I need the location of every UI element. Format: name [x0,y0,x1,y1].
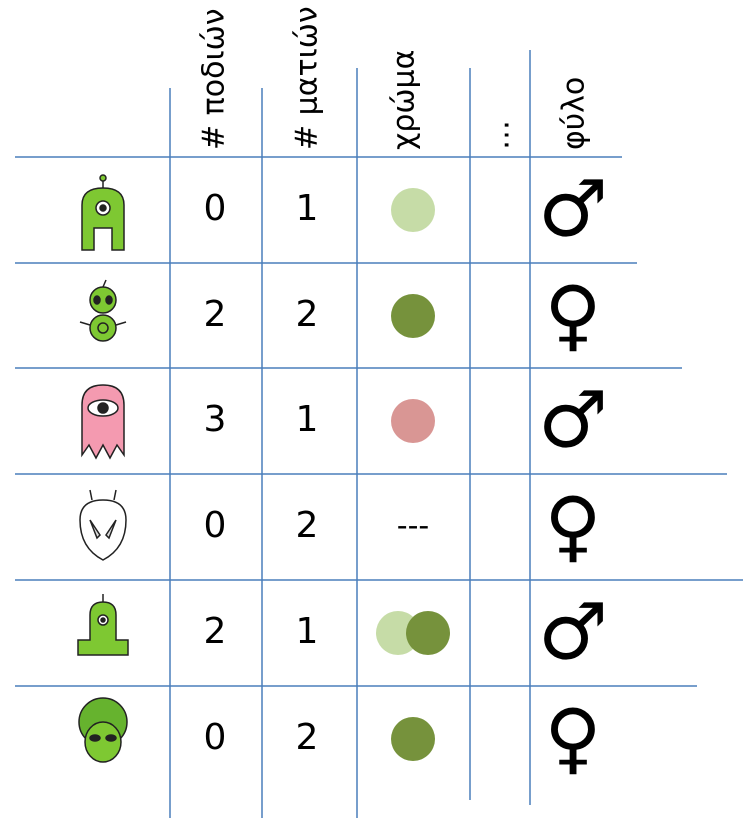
eyes-cell: 2 [296,294,319,335]
column-header: χρώμα [387,50,422,150]
alien-icon [77,594,129,656]
column-header: φύλο [557,77,592,150]
color-swatch [391,399,435,443]
color-swatch [391,717,435,761]
alien-icon [79,279,127,342]
column-header: # ποδιών [197,9,232,150]
legs-cell: 0 [204,717,227,758]
eyes-cell: 1 [296,611,319,652]
column-header: … [482,120,517,150]
alien-icon [79,489,127,561]
eyes-cell: 1 [296,188,319,229]
eyes-cell: 1 [296,399,319,440]
sex-symbol: ♀ [544,481,601,571]
sex-symbol: ♀ [544,270,601,360]
color-swatch [391,294,435,338]
alien-icon [78,697,128,763]
color-swatch [391,188,435,232]
sex-symbol: ♀ [544,693,601,783]
alien-icon [81,174,125,251]
sex-symbol: ♂ [538,375,608,465]
legs-cell: 2 [204,294,227,335]
column-header: # ματιών [290,6,325,150]
eyes-cell: 2 [296,717,319,758]
aliens [77,174,129,763]
legs-cell: 0 [204,505,227,546]
grid-lines [15,50,743,818]
eyes-cell: 2 [296,505,319,546]
sex-symbol: ♂ [538,587,608,677]
color-swatch [406,611,450,655]
color-cell: --- [397,509,429,544]
legs-cell: 0 [204,188,227,229]
alien-icon [81,384,125,460]
legs-cell: 3 [204,399,227,440]
legs-cell: 2 [204,611,227,652]
sex-symbol: ♂ [538,164,608,254]
